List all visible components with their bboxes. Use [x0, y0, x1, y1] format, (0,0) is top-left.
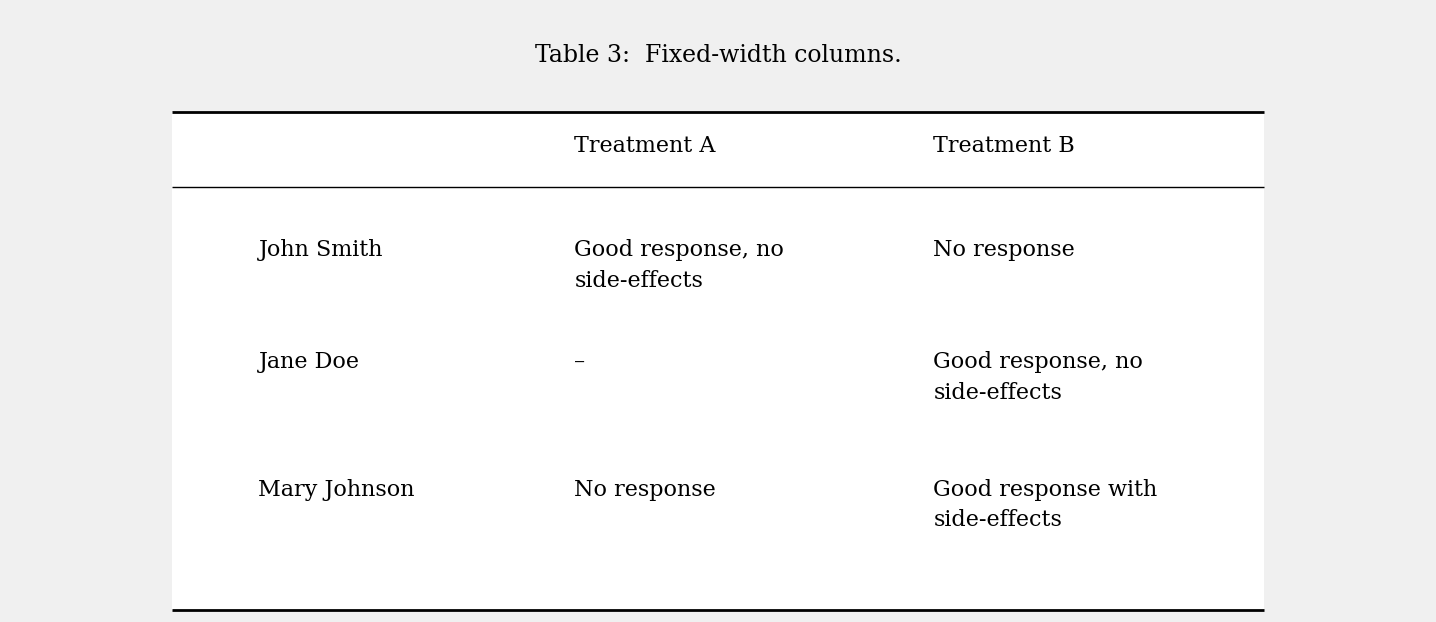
Text: Jane Doe: Jane Doe	[258, 351, 359, 373]
FancyBboxPatch shape	[172, 112, 1264, 610]
Text: Good response, no
side-effects: Good response, no side-effects	[574, 239, 784, 292]
Text: Good response, no
side-effects: Good response, no side-effects	[933, 351, 1143, 404]
Text: Treatment A: Treatment A	[574, 135, 715, 157]
Text: –: –	[574, 351, 586, 373]
Text: No response: No response	[933, 239, 1076, 261]
Text: No response: No response	[574, 479, 717, 501]
Text: Mary Johnson: Mary Johnson	[258, 479, 415, 501]
Text: Treatment B: Treatment B	[933, 135, 1076, 157]
Text: Good response with
side-effects: Good response with side-effects	[933, 479, 1157, 531]
Text: John Smith: John Smith	[258, 239, 383, 261]
Text: Table 3:  Fixed-width columns.: Table 3: Fixed-width columns.	[534, 45, 902, 67]
